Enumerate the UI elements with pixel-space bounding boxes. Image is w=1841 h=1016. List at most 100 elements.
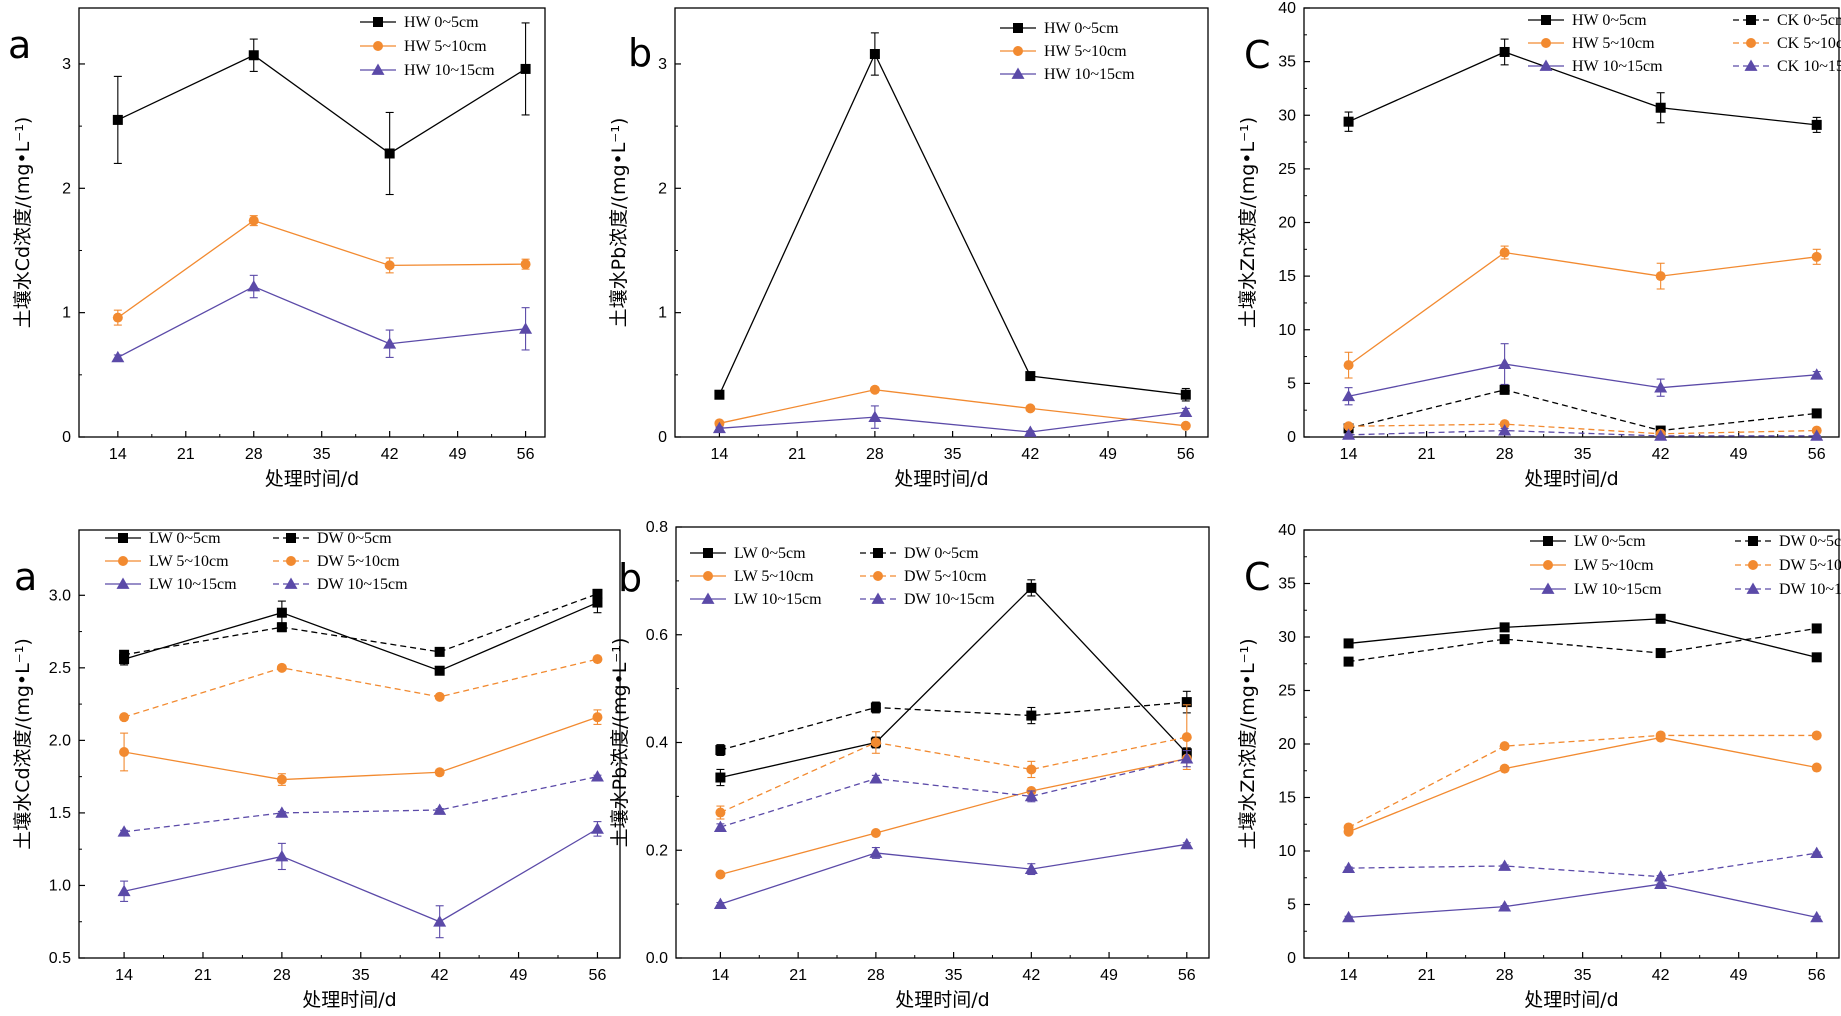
series-ck-0-5cm [1343, 384, 1822, 436]
series-lw-5-10cm [715, 753, 1192, 880]
legend-entry: HW 10~15cm [360, 62, 495, 79]
legend-entry: LW 0~5cm [1530, 533, 1646, 550]
legend-label: HW 5~10cm [1044, 43, 1127, 60]
legend-marker [1744, 59, 1758, 71]
series-hw-0-5cm [1343, 38, 1822, 133]
data-point [592, 712, 603, 723]
panel-6: 14 21 28 35 42 49 56 0 5 10 15 20 25 30 35 40 处理时间/d 土壤水Z… [1237, 522, 1841, 1011]
legend-marker [703, 548, 713, 558]
x-tick-label: 28 [245, 446, 263, 463]
data-point [1024, 862, 1038, 874]
x-tick-label: 14 [109, 446, 127, 463]
panel-1: 14 21 28 35 42 49 56 0 1 2 3 处理时间/d 土壤水Cd浓度/(mg•L⁻¹)… [8, 7, 546, 490]
data-point [276, 622, 287, 633]
legend-label: LW 5~10cm [1574, 557, 1654, 574]
series-line [123, 593, 598, 656]
series-dw-10-15cm [117, 770, 604, 837]
legend-entry: LW 5~10cm [1530, 557, 1654, 574]
series-line [718, 52, 1186, 396]
legend-label: CK 0~5cm [1777, 12, 1841, 29]
y-tick-label: 3 [62, 56, 71, 73]
series-line [123, 601, 598, 672]
data-point [869, 384, 880, 395]
panel-3: 14 21 28 35 42 49 56 0 5 10 15 20 25 30 35 40 处理时间/d 土壤水Z… [1237, 0, 1841, 490]
legend-label: HW 10~15cm [1572, 58, 1663, 75]
x-axis-title: 处理时间/d [895, 989, 989, 1011]
legend-entry: DW 10~15cm [1735, 581, 1841, 598]
x-tick-label: 14 [1340, 446, 1358, 463]
y-tick-label: 1 [62, 305, 71, 322]
x-tick-label: 56 [589, 967, 607, 984]
x-tick-label: 56 [1808, 446, 1826, 463]
panel-letter: b [628, 31, 652, 75]
y-tick-label: 20 [1278, 736, 1296, 753]
legend-entry: LW 10~15cm [1530, 581, 1662, 598]
series-line [720, 843, 1187, 905]
x-tick-label: 56 [1808, 967, 1826, 984]
y-tick-label: 0.2 [646, 842, 668, 859]
legend-entry: DW 0~5cm [1735, 533, 1841, 550]
data-point [715, 869, 726, 880]
legend-marker [284, 577, 298, 589]
y-tick-label: 15 [1278, 268, 1296, 285]
legend-entry: LW 5~10cm [105, 553, 229, 570]
data-point [1811, 119, 1822, 130]
legend-label: DW 0~5cm [904, 545, 979, 562]
legend-entry: DW 10~15cm [273, 576, 408, 593]
plot-frame [1303, 529, 1840, 959]
series-hw-5-10cm [714, 384, 1191, 431]
x-tick-label: 49 [1730, 967, 1748, 984]
legend-label: HW 0~5cm [404, 14, 479, 31]
legend-label: DW 10~15cm [1779, 581, 1841, 598]
x-tick-label: 21 [1418, 446, 1436, 463]
legend-marker [286, 556, 296, 566]
legend-entry: LW 10~15cm [105, 576, 237, 593]
legend-entry: HW 5~10cm [1000, 43, 1127, 60]
series-line [123, 828, 598, 923]
panel-letter: b [618, 556, 642, 600]
data-point [870, 702, 881, 713]
legend-entry: HW 10~15cm [1528, 58, 1663, 75]
y-tick-label: 10 [1278, 322, 1296, 339]
series-hw-10-15cm [111, 274, 533, 363]
series-hw-0-5cm [112, 22, 531, 196]
legend-entry: LW 10~15cm [690, 591, 822, 608]
data-point [1499, 247, 1510, 258]
legend-marker [373, 41, 383, 51]
data-point [869, 49, 880, 60]
data-point [1499, 622, 1510, 633]
data-point [714, 389, 725, 400]
legend-label: LW 0~5cm [1574, 533, 1646, 550]
data-point [1343, 656, 1354, 667]
series-hw-5-10cm [1343, 245, 1822, 379]
x-tick-label: 35 [352, 967, 370, 984]
legend-marker [118, 556, 128, 566]
data-point [1811, 652, 1822, 663]
x-tick-label: 49 [1099, 446, 1117, 463]
data-point [592, 654, 603, 665]
legend-marker [1539, 59, 1553, 71]
legend-label: LW 0~5cm [734, 545, 806, 562]
legend-label: HW 5~10cm [1572, 35, 1655, 52]
series-lw-0-5cm [715, 579, 1192, 787]
data-point [1654, 877, 1668, 890]
x-tick-label: 42 [1652, 446, 1670, 463]
legend-label: LW 5~10cm [734, 568, 814, 585]
data-point [117, 825, 131, 837]
data-point [276, 607, 287, 618]
series-line [1348, 883, 1817, 918]
data-point [1810, 846, 1824, 859]
data-point [1180, 420, 1191, 431]
data-point [1024, 789, 1038, 802]
series-dw-5-10cm [715, 704, 1192, 820]
data-point [1025, 371, 1036, 382]
y-axis-title: 土壤水Zn浓度/(mg•L⁻¹) [1237, 117, 1259, 328]
data-point [1498, 424, 1512, 436]
x-axis-title: 处理时间/d [302, 989, 396, 1011]
data-point [1655, 730, 1666, 741]
series-dw-0-5cm [119, 588, 603, 660]
y-axis-title: 土壤水Pb浓度/(mg•L⁻¹) [609, 638, 631, 848]
series-lw-10-15cm [713, 837, 1194, 909]
x-tick-label: 21 [789, 967, 807, 984]
